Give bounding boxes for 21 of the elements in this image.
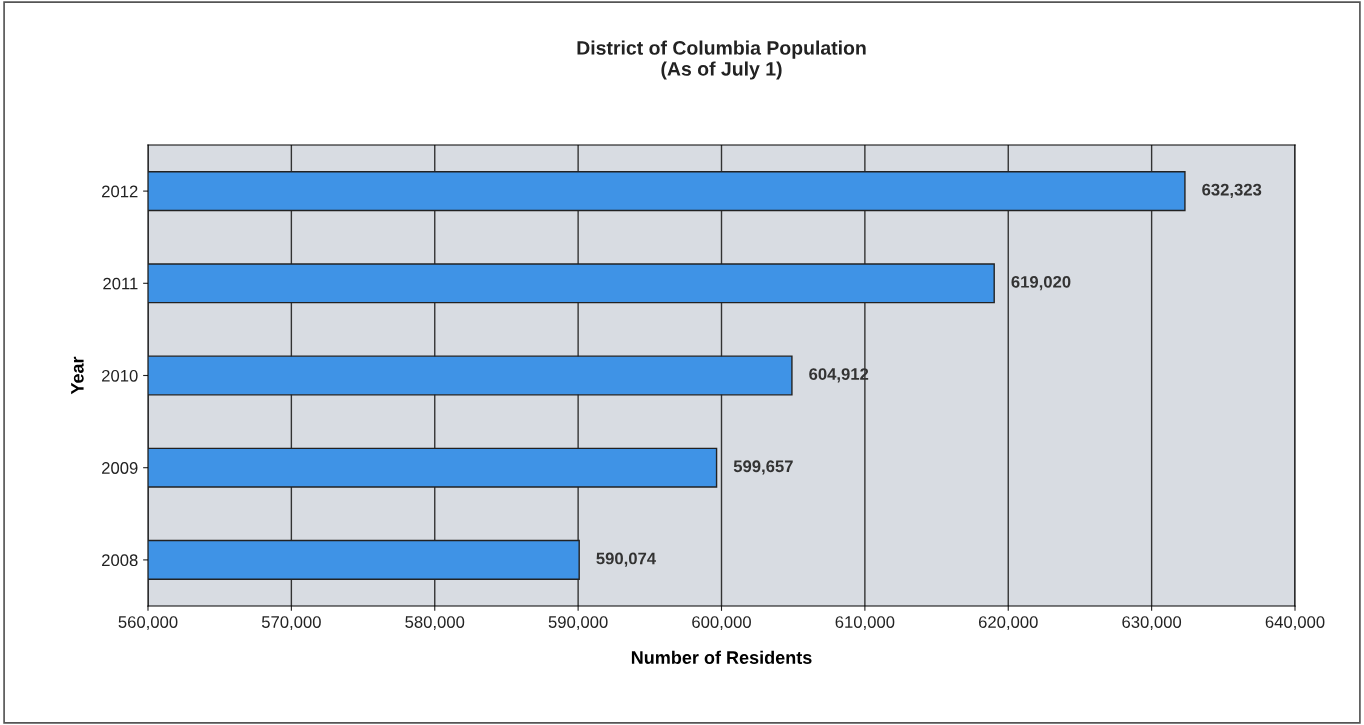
x-tick-label: 580,000 [405, 616, 465, 630]
y-tick-label: 2010 [102, 369, 138, 382]
chart-title: District of Columbia Population (As of July 1) [577, 40, 866, 80]
y-tick-label: 2009 [102, 462, 138, 474]
x-tick-label: 640,000 [1265, 616, 1325, 630]
x-tick-label: 620,000 [978, 616, 1038, 630]
x-tick-label: 590,000 [548, 616, 608, 630]
data-label: 599,657 [733, 460, 793, 475]
x-tick-label: 560,000 [118, 616, 178, 630]
y-tick-label: 2008 [102, 554, 138, 567]
y-tick-label: 2011 [103, 277, 138, 290]
x-tick-label: 600,000 [692, 616, 751, 630]
x-tick-label: 570,000 [261, 616, 321, 630]
x-axis-title: Number of Residents [631, 650, 812, 664]
data-label: 619,020 [1011, 275, 1071, 291]
data-label: 590,074 [596, 552, 657, 567]
y-tick-label: 2012 [102, 185, 138, 198]
x-tick-label: 610,000 [835, 616, 895, 630]
x-tick-label: 630,000 [1122, 616, 1182, 630]
data-label: 632,323 [1202, 183, 1262, 198]
y-axis-title: Year [71, 356, 84, 395]
